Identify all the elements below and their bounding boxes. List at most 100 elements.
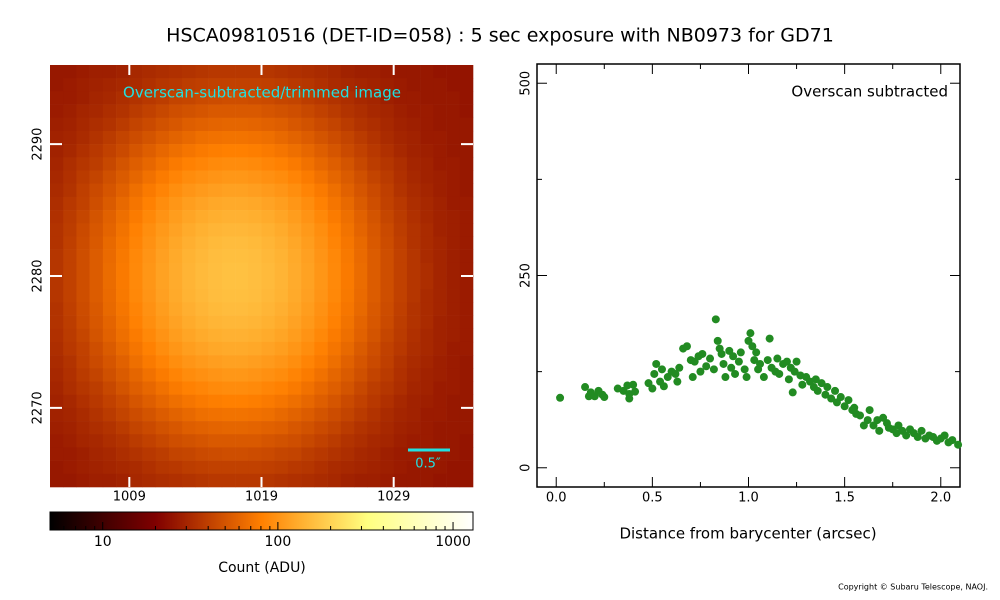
pixel <box>340 117 355 132</box>
pixel <box>102 421 117 435</box>
pixel <box>50 104 64 119</box>
pixel <box>89 447 104 461</box>
pixel <box>274 394 289 409</box>
pixel <box>354 196 368 211</box>
pixel <box>446 355 461 369</box>
pixel <box>168 394 183 409</box>
pixel <box>102 236 117 250</box>
pixel <box>248 157 262 171</box>
point <box>850 403 859 412</box>
pixel <box>380 236 394 250</box>
pixel <box>367 473 381 488</box>
pixel <box>301 104 315 119</box>
pixel <box>50 473 64 488</box>
pixel <box>195 289 209 303</box>
pixel <box>248 262 262 277</box>
pixel <box>287 447 302 461</box>
pixel <box>129 104 143 119</box>
pixel <box>116 328 130 343</box>
pixel <box>274 421 289 435</box>
pixel <box>50 276 64 290</box>
pixel <box>248 210 262 224</box>
pixel <box>248 328 262 343</box>
pixel <box>340 460 355 475</box>
pixel <box>50 236 64 250</box>
point <box>709 365 718 374</box>
pixel <box>314 117 328 132</box>
pixel <box>367 144 381 158</box>
pixel <box>208 328 223 343</box>
pixel <box>182 210 196 224</box>
pixel <box>142 460 157 475</box>
pixel <box>274 144 289 158</box>
pixel <box>314 328 328 343</box>
pixel <box>406 65 421 79</box>
pixel <box>367 394 381 409</box>
pixel <box>446 328 461 343</box>
pixel <box>327 144 342 158</box>
pixel <box>459 91 474 105</box>
pixel <box>195 262 209 277</box>
pixel <box>182 394 196 409</box>
pixel <box>274 78 289 92</box>
pixel <box>63 289 77 303</box>
pixel <box>195 196 209 211</box>
pixel <box>433 130 447 145</box>
pixel <box>261 341 276 356</box>
pixel <box>221 262 236 277</box>
pixel <box>446 144 461 158</box>
pixel <box>142 368 157 382</box>
pixel <box>195 117 209 132</box>
pixel <box>261 262 276 277</box>
pixel <box>327 65 342 79</box>
pixel <box>459 262 474 277</box>
pixel <box>314 341 328 356</box>
pixel <box>327 157 342 171</box>
pixel <box>89 276 104 290</box>
pixel <box>76 394 90 409</box>
point <box>765 334 774 343</box>
pixel <box>287 302 302 316</box>
pixel <box>367 328 381 343</box>
pixel <box>182 276 196 290</box>
pixel <box>182 328 196 343</box>
pixel <box>287 104 302 119</box>
pixel <box>63 223 77 237</box>
pixel <box>116 302 130 316</box>
pixel <box>129 196 143 211</box>
pixel <box>155 407 170 422</box>
pixel <box>354 276 368 290</box>
pixel <box>287 394 302 409</box>
pixel <box>287 157 302 171</box>
pixel <box>195 473 209 488</box>
pixel <box>221 223 236 237</box>
pixel <box>327 91 342 105</box>
point <box>813 386 822 395</box>
pixel <box>63 434 77 448</box>
pixel <box>420 65 434 79</box>
pixel <box>155 65 170 79</box>
pixel <box>208 210 223 224</box>
pixel <box>287 117 302 132</box>
pixel <box>446 302 461 316</box>
pixel <box>327 236 342 250</box>
pixel <box>301 65 315 79</box>
pixel <box>406 368 421 382</box>
pixel <box>446 223 461 237</box>
pixel <box>248 460 262 475</box>
point <box>706 354 715 363</box>
pixel <box>248 276 262 290</box>
point <box>790 367 799 376</box>
pixel <box>301 381 315 395</box>
pixel <box>155 130 170 145</box>
pixel <box>76 117 90 132</box>
pixel <box>129 302 143 316</box>
pixel <box>248 381 262 395</box>
pixel <box>168 196 183 211</box>
pixel <box>142 210 157 224</box>
pixel <box>274 210 289 224</box>
pixel <box>182 65 196 79</box>
pixel <box>327 262 342 277</box>
pixel <box>301 144 315 158</box>
pixel <box>129 65 143 79</box>
